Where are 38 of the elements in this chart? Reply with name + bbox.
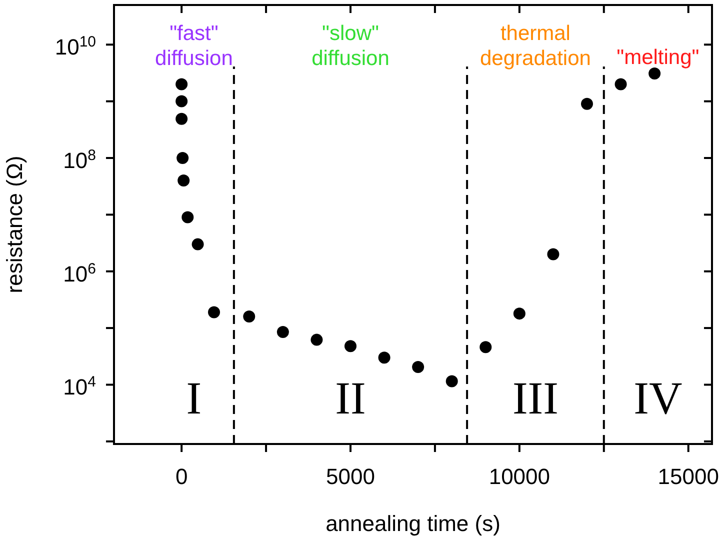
point (176, 112, 188, 125)
point (178, 174, 190, 187)
point (378, 352, 390, 364)
y-tick-label: 10$^{6}$ (63, 260, 96, 286)
x-tick-label: 5000 (326, 464, 375, 489)
x-tick-label: 0 (175, 464, 188, 489)
point (446, 375, 458, 388)
annotation: "slow" diffusion (312, 22, 390, 70)
y-tick-label: 10$^{10}$ (54, 33, 96, 60)
point (208, 306, 220, 318)
point (547, 248, 560, 260)
annotation: III (512, 372, 558, 424)
x-tick-label: 10000 (488, 464, 550, 489)
point (243, 310, 256, 322)
point (412, 361, 424, 374)
point (192, 238, 204, 250)
annotation: "melting" (616, 46, 700, 69)
point (182, 211, 194, 224)
point (176, 95, 188, 108)
annotation: "fast" diffusion (155, 22, 233, 70)
point (176, 78, 188, 90)
x-tick-label: 15000 (658, 464, 719, 489)
annotation: thermal degradation (480, 22, 591, 70)
point (580, 98, 593, 110)
point (176, 152, 189, 164)
point (513, 308, 526, 320)
annotation: I (186, 372, 202, 424)
y-tick-label: 10$^{4}$ (63, 373, 96, 400)
x-axis-title: annealing time (s) (326, 511, 500, 536)
annotation: IV (634, 372, 682, 424)
point (310, 334, 323, 346)
point (480, 341, 492, 354)
point (276, 326, 289, 338)
point (344, 340, 356, 352)
y-tick-label: 10$^{8}$ (63, 146, 96, 173)
y-axis-title: resistance (Ω) (2, 156, 27, 294)
point (614, 78, 627, 90)
annotation: II (335, 372, 366, 424)
